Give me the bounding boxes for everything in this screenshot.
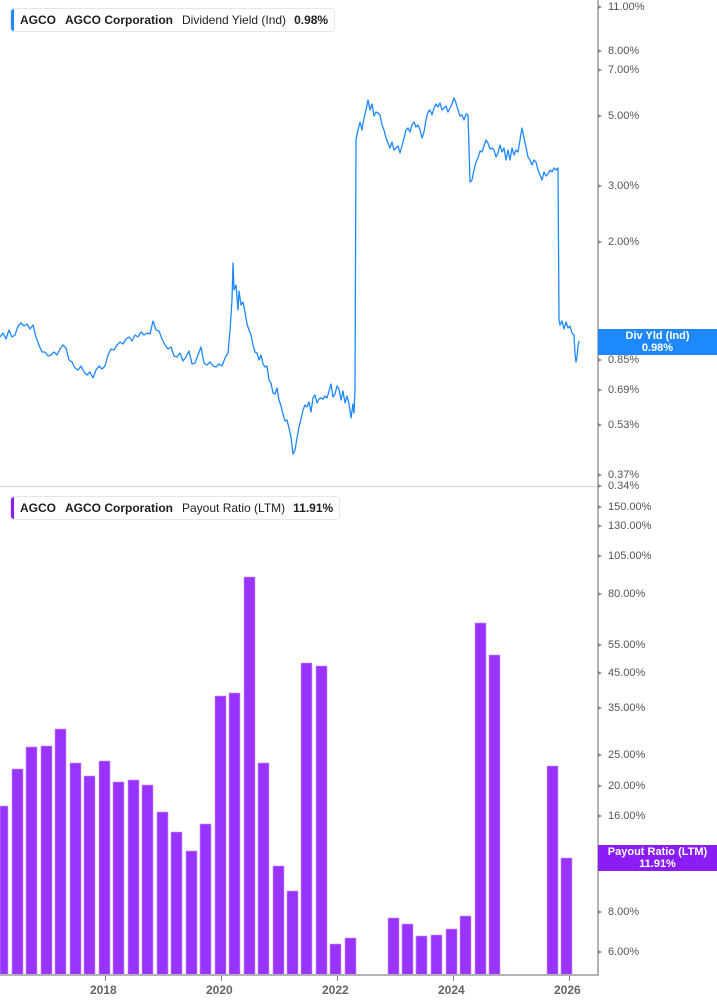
- div-yield-value-tag: Div Yld (Ind) 0.98%: [598, 329, 717, 355]
- legend-metric: Dividend Yield (Ind): [182, 13, 287, 27]
- y-tick: 130.00%: [597, 520, 652, 532]
- legend-company: AGCO Corporation: [65, 13, 173, 27]
- y-tick: 20.00%: [597, 780, 646, 792]
- y-tick: 80.00%: [597, 588, 646, 600]
- y-tick: 11.00%: [598, 1, 645, 13]
- legend-accent: [11, 9, 14, 31]
- y-tick: 2.00%: [597, 236, 640, 248]
- y-tick: 7.00%: [597, 64, 640, 76]
- tag-value: 0.98%: [641, 342, 674, 354]
- dividend-yield-line: [0, 97, 580, 455]
- y-tick: 8.00%: [597, 906, 640, 918]
- y-tick: 0.37%: [597, 469, 640, 481]
- legend-accent: [11, 497, 14, 519]
- panel-divider: [0, 486, 598, 487]
- x-tick-label: 2026: [554, 983, 581, 997]
- x-tick-label: 2018: [90, 983, 117, 997]
- legend-ticker: AGCO: [20, 501, 56, 515]
- y-tick: 45.00%: [597, 667, 646, 679]
- legend-ticker: AGCO: [20, 13, 56, 27]
- x-tick-label: 2020: [206, 983, 233, 997]
- y-tick: 8.00%: [597, 45, 640, 57]
- x-tick-mark: [337, 976, 338, 981]
- y-tick: 0.69%: [597, 384, 640, 396]
- y-tick: 0.53%: [597, 419, 640, 431]
- x-tick-mark: [569, 976, 570, 981]
- dividend-yield-legend[interactable]: AGCO AGCO Corporation Dividend Yield (In…: [10, 8, 336, 32]
- payout-ratio-value-tag: Payout Ratio (LTM) 11.91%: [598, 845, 717, 871]
- x-tick-mark: [105, 976, 106, 981]
- y-tick: 3.00%: [597, 180, 640, 192]
- x-axis-line: [0, 974, 598, 976]
- y-tick: 25.00%: [597, 749, 646, 761]
- y-tick: 150.00%: [597, 501, 652, 513]
- y-tick: 55.00%: [597, 639, 646, 651]
- x-tick-mark: [221, 976, 222, 981]
- payout-bars: [0, 576, 573, 976]
- x-tick-mark: [453, 976, 454, 981]
- y-axis-line: [597, 0, 599, 976]
- y-tick: 5.00%: [597, 110, 640, 122]
- legend-value: 11.91%: [293, 501, 334, 515]
- tag-label: Div Yld (Ind): [625, 330, 690, 342]
- legend-value: 0.98%: [294, 13, 329, 27]
- y-tick: 16.00%: [597, 810, 646, 822]
- x-tick-label: 2024: [438, 983, 465, 997]
- legend-company: AGCO Corporation: [65, 501, 173, 515]
- y-tick: 35.00%: [597, 702, 646, 714]
- x-tick-label: 2022: [322, 983, 349, 997]
- y-tick: 105.00%: [597, 550, 652, 562]
- payout-ratio-panel: AGCO AGCO Corporation Payout Ratio (LTM)…: [0, 487, 717, 1005]
- y-tick: 0.85%: [597, 354, 640, 366]
- y-tick: 0.34%: [597, 480, 640, 492]
- y-tick: 6.00%: [597, 946, 640, 958]
- dividend-yield-panel: AGCO AGCO Corporation Dividend Yield (In…: [0, 0, 717, 487]
- legend-metric: Payout Ratio (LTM): [182, 501, 286, 515]
- tag-value: 11.91%: [639, 858, 676, 870]
- tag-label: Payout Ratio (LTM): [607, 846, 708, 858]
- payout-ratio-legend[interactable]: AGCO AGCO Corporation Payout Ratio (LTM)…: [10, 496, 341, 520]
